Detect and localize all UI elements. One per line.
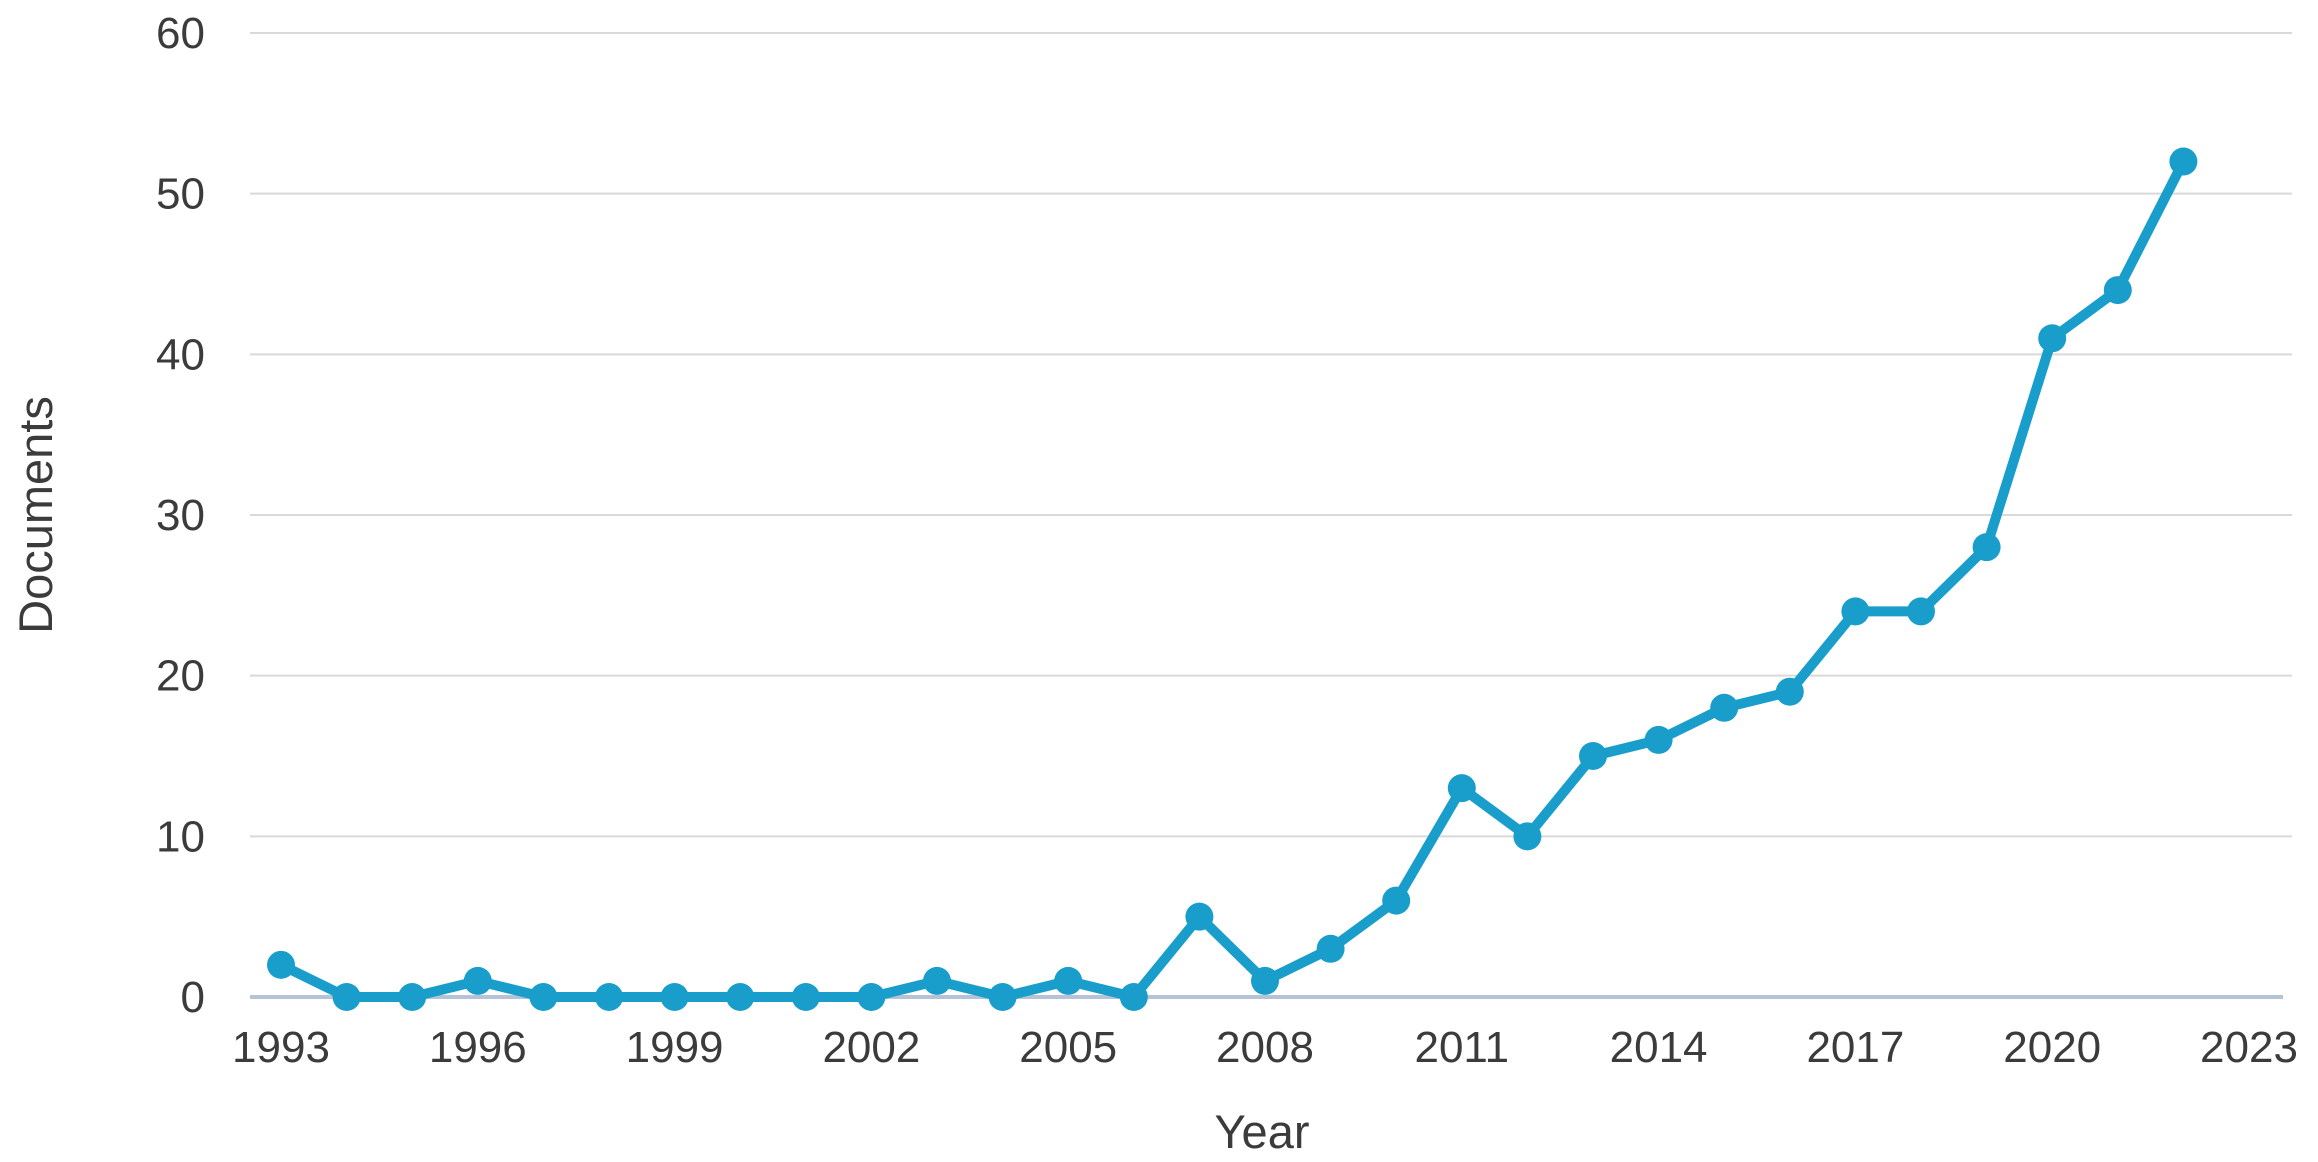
data-point-1997 [529, 983, 558, 1011]
series-layer [267, 147, 2198, 1011]
tick-labels-layer: 0 10 20 30 40 50 60 1993 1996 1999 2002 2005 2008 201… [156, 9, 2298, 1072]
data-point-1996 [463, 966, 492, 995]
data-point-2011 [1447, 774, 1476, 803]
data-point-1999 [660, 983, 689, 1011]
data-point-2014 [1644, 725, 1673, 754]
data-point-2013 [1579, 742, 1607, 770]
data-point-2016 [1775, 677, 1804, 706]
data-point-2010 [1382, 886, 1411, 915]
data-point-2019 [1972, 533, 2001, 562]
x-tick-label-2014: 2014 [1610, 1023, 1708, 1072]
x-tick-label-2017: 2017 [1806, 1023, 1904, 1072]
x-tick-label-1993: 1993 [232, 1023, 330, 1072]
data-point-2003 [923, 966, 951, 995]
data-point-2008 [1251, 966, 1279, 995]
data-point-2006 [1119, 983, 1148, 1011]
x-tick-label-2002: 2002 [822, 1023, 920, 1072]
data-point-1994 [332, 983, 361, 1011]
data-point-2018 [1907, 597, 1935, 626]
data-point-2012 [1513, 822, 1542, 851]
data-point-2001 [791, 983, 820, 1011]
y-tick-label-30: 30 [156, 491, 205, 540]
x-tick-label-2020: 2020 [2003, 1023, 2101, 1072]
x-tick-label-1999: 1999 [626, 1023, 724, 1072]
data-point-2021 [2103, 276, 2132, 305]
y-tick-label-60: 60 [156, 9, 205, 58]
x-tick-label-1996: 1996 [429, 1023, 527, 1072]
x-tick-label-2005: 2005 [1019, 1023, 1117, 1072]
data-point-1998 [595, 983, 623, 1011]
data-point-1995 [398, 983, 427, 1011]
y-tick-label-0: 0 [181, 973, 205, 1022]
data-point-2002 [857, 983, 886, 1011]
data-point-2000 [726, 983, 755, 1011]
data-point-2009 [1316, 934, 1345, 963]
y-tick-label-10: 10 [156, 812, 205, 861]
x-tick-label-2023: 2023 [2200, 1023, 2298, 1072]
x-axis-title: Year [1215, 1105, 1310, 1158]
data-point-2004 [988, 983, 1017, 1011]
data-point-1993 [267, 950, 295, 979]
data-point-2005 [1054, 966, 1083, 995]
y-axis-title: Documents [9, 396, 62, 634]
y-tick-label-40: 40 [156, 330, 205, 379]
data-point-2017 [1841, 597, 1870, 626]
series-line [276, 156, 2189, 1002]
data-point-2020 [2038, 324, 2067, 353]
x-tick-label-2011: 2011 [1414, 1023, 1509, 1072]
data-point-2007 [1185, 902, 1214, 931]
data-point-2022 [2169, 147, 2198, 176]
gridlines-layer [250, 32, 2292, 999]
y-tick-label-20: 20 [156, 652, 205, 701]
x-tick-label-2008: 2008 [1216, 1023, 1314, 1072]
data-point-2015 [1710, 693, 1739, 722]
y-tick-label-50: 50 [156, 170, 205, 219]
